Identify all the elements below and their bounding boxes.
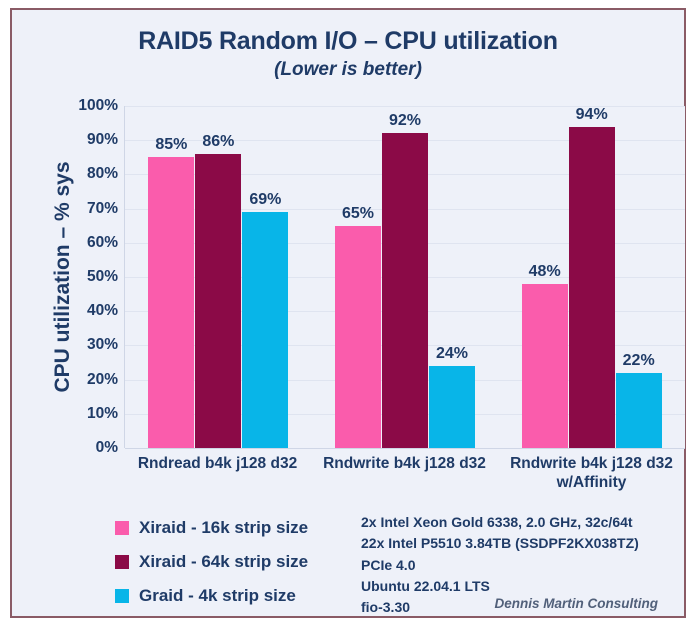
bar-value-label: 85% bbox=[155, 136, 188, 154]
y-axis-tick-label: 60% bbox=[86, 233, 118, 251]
bar-series-1[interactable]: 48% bbox=[521, 263, 568, 448]
legend-color-swatch bbox=[115, 521, 129, 535]
bar-slot: 85% bbox=[148, 106, 195, 448]
plot-area-wrapper: 100% 90% 80% 70% 60% 50% 40% 30% 20% 10% 0% 85% 86%… bbox=[78, 97, 685, 456]
bar-value-label: 24% bbox=[435, 344, 469, 362]
bar-group: 85% 86% 69% bbox=[125, 106, 312, 448]
x-axis-category-label: Rndwrite b4k j128 d32 bbox=[311, 454, 498, 493]
bar-series-1[interactable]: 85% bbox=[148, 136, 195, 448]
y-axis-tick-label: 30% bbox=[86, 336, 118, 354]
y-axis-tick-label: 100% bbox=[78, 97, 118, 114]
x-axis-label-line: Rndwrite b4k j128 d32 bbox=[323, 455, 486, 472]
x-axis-label-line: Rndwrite b4k j128 d32 bbox=[510, 455, 673, 472]
bar-group: 48% 94% 22% bbox=[498, 106, 685, 448]
attribution-text: Dennis Martin Consulting bbox=[494, 596, 659, 611]
chart-subtitle: (Lower is better) bbox=[274, 58, 422, 80]
y-axis-tick-label: 40% bbox=[86, 302, 118, 320]
x-axis-category-label: Rndread b4k j128 d32 bbox=[124, 454, 311, 493]
legend-color-swatch bbox=[115, 555, 129, 569]
chart-legend: Xiraid - 16k strip size Xiraid - 64k stri… bbox=[115, 518, 308, 620]
y-axis-title: CPU utilization – % sys bbox=[51, 161, 74, 393]
legend-item-1[interactable]: Xiraid - 16k strip size bbox=[115, 518, 308, 538]
bar-value-label: 65% bbox=[341, 204, 375, 222]
legend-item-3[interactable]: Graid - 4k strip size bbox=[115, 586, 308, 606]
bar-slot: 92% bbox=[382, 106, 429, 448]
bar-value-label: 22% bbox=[622, 351, 655, 369]
plot-area: 100% 90% 80% 70% 60% 50% 40% 30% 20% 10% 0% 85% 86%… bbox=[78, 97, 685, 456]
y-axis-tick-label: 10% bbox=[86, 404, 118, 422]
system-info-block: 2x Intel Xeon Gold 6338, 2.0 GHz, 32c/64… bbox=[361, 512, 639, 618]
legend-label: Xiraid - 64k strip size bbox=[139, 552, 309, 571]
bar-series-1[interactable]: 65% bbox=[335, 205, 381, 448]
page-title: RAID5 Random I/O – CPU utilization bbox=[138, 27, 558, 55]
legend-color-swatch bbox=[115, 589, 129, 603]
y-axis-tick-label: 80% bbox=[86, 165, 118, 183]
bar-value-label: 94% bbox=[575, 105, 608, 123]
bar-slot: 65% bbox=[335, 106, 382, 448]
bar-group: 65% 92% 24% bbox=[312, 106, 499, 448]
bar-series-3[interactable]: 24% bbox=[429, 345, 475, 448]
x-axis-category-label: Rndwrite b4k j128 d32 w/Affinity bbox=[498, 454, 685, 493]
system-info-line: 22x Intel P5510 3.84TB (SSDPF2KX038TZ) bbox=[361, 535, 639, 552]
gridline bbox=[125, 106, 685, 107]
bar-series-3[interactable]: 22% bbox=[615, 352, 662, 448]
bar-slot: 94% bbox=[568, 106, 615, 448]
legend-item-2[interactable]: Xiraid - 64k strip size bbox=[115, 552, 308, 572]
bar-value-label: 48% bbox=[528, 262, 561, 280]
bar-series-2[interactable]: 92% bbox=[382, 112, 428, 448]
x-axis-label-line: w/Affinity bbox=[556, 474, 627, 492]
system-info-line: Ubuntu 22.04.1 LTS bbox=[361, 577, 490, 594]
x-axis-label-line: Rndread b4k j128 d32 bbox=[137, 455, 298, 472]
title-block: RAID5 Random I/O – CPU utilization (Lowe… bbox=[12, 27, 684, 81]
bar-value-label: 92% bbox=[388, 112, 422, 130]
bar-value-label: 86% bbox=[202, 132, 235, 150]
bar-series-2[interactable]: 86% bbox=[195, 133, 242, 448]
system-info-line: 2x Intel Xeon Gold 6338, 2.0 GHz, 32c/64… bbox=[361, 514, 633, 530]
bar-slot: 86% bbox=[195, 106, 242, 448]
system-info-line: fio-3.30 bbox=[361, 599, 411, 616]
bar-series-2[interactable]: 94% bbox=[568, 106, 615, 448]
y-axis-tick-label: 0% bbox=[95, 439, 118, 456]
legend-label: Xiraid - 16k strip size bbox=[139, 518, 309, 537]
gridline bbox=[125, 448, 685, 449]
system-info-line: PCIe 4.0 bbox=[361, 556, 416, 573]
bar-slot: 69% bbox=[242, 106, 289, 448]
bar-value-label: 69% bbox=[249, 191, 282, 209]
bar-series-3[interactable]: 69% bbox=[242, 191, 289, 448]
y-axis-tick-label: 50% bbox=[86, 268, 118, 285]
bar-slot: 22% bbox=[615, 106, 662, 448]
y-axis-tick-label: 90% bbox=[86, 131, 118, 149]
x-axis-labels: Rndread b4k j128 d32 Rndwrite b4k j128 d3… bbox=[124, 454, 685, 493]
bar-groups: 85% 86% 69% 65% 92% 24% 48% 94% 22% bbox=[125, 106, 685, 448]
bar-slot: 48% bbox=[521, 106, 568, 448]
y-axis-tick-label: 20% bbox=[86, 370, 118, 388]
chart-frame: RAID5 Random I/O – CPU utilization (Lowe… bbox=[10, 8, 686, 618]
legend-label: Graid - 4k strip size bbox=[139, 586, 296, 605]
bar-slot: 24% bbox=[429, 106, 476, 448]
y-axis-tick-label: 70% bbox=[86, 199, 118, 217]
